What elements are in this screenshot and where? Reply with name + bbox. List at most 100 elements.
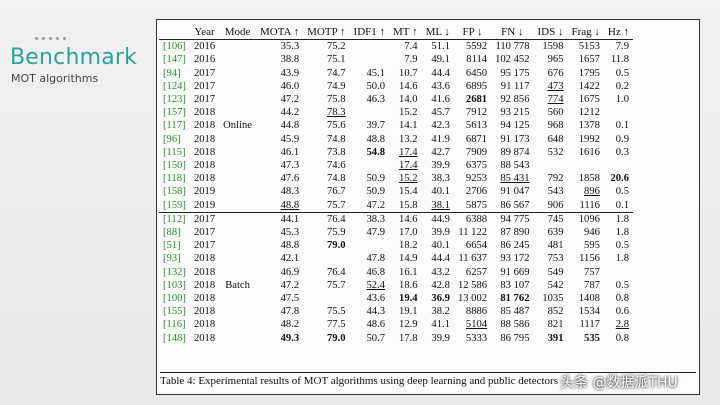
mode-cell xyxy=(219,266,256,279)
column-header: FN ↓ xyxy=(501,26,524,38)
table-row: [117] 2018 Online 44.8 75.6 39.7 14.1 42.3 5613 9… xyxy=(159,119,633,132)
value-cell: 46.0 xyxy=(280,80,300,92)
value-cell: 45.1 xyxy=(366,67,386,79)
value-cell: 19.1 xyxy=(399,306,418,318)
value-cell: 51.1 xyxy=(431,41,450,53)
value-cell: 95 175 xyxy=(500,67,530,79)
column-header: FP ↓ xyxy=(462,26,483,38)
table-row: [147] 2016 38.8 75.1 7.9 49.1 8114 102 452 965 16… xyxy=(159,53,633,66)
table-row: [116] 2018 48.2 77.5 48.6 12.9 41.1 5104 88 586 8… xyxy=(159,318,633,331)
value-cell: 45.7 xyxy=(431,107,450,119)
table-row: [123] 2017 47.2 75.8 46.3 14.0 41.6 2681 92 856 7… xyxy=(159,93,633,106)
value-cell: 42.1 xyxy=(280,253,300,265)
column-header: Hz ↑ xyxy=(607,26,629,38)
value-cell: 74.9 xyxy=(327,80,346,92)
value-cell: 86 245 xyxy=(500,240,530,252)
value-cell: 44.1 xyxy=(280,213,300,225)
citation-cell: [147] xyxy=(163,54,186,66)
results-table: Year Mode MOTA ↑ MOTP ↑ IDF1 ↑ MT ↑ ML ↓ FP ↓ FN… xyxy=(159,26,633,345)
citation-cell: [116] xyxy=(163,319,186,331)
value-cell: 2017 xyxy=(193,227,216,239)
value-cell: 50.0 xyxy=(366,80,386,92)
value-cell: 79.0 xyxy=(327,332,346,344)
table-row: [132] 2018 46.9 76.4 46.8 16.1 43.2 6257 91 669 5… xyxy=(159,266,633,279)
value-cell: 1422 xyxy=(578,80,600,92)
value-cell: 5104 xyxy=(465,319,488,331)
value-cell xyxy=(350,40,389,54)
value-cell: 40.1 xyxy=(431,240,450,252)
value-cell: 50.9 xyxy=(366,173,386,185)
value-cell: 5592 xyxy=(465,41,488,53)
value-cell: 14.6 xyxy=(399,80,418,92)
value-cell: 2018 xyxy=(193,332,216,344)
value-cell: 0.6 xyxy=(615,306,629,318)
value-cell: 49.3 xyxy=(280,332,300,344)
citation-cell: [93] xyxy=(163,253,181,265)
value-cell: 1.8 xyxy=(615,227,629,239)
value-cell: 47.6 xyxy=(280,173,300,185)
value-cell: 48.8 xyxy=(280,240,300,252)
value-cell: 2017 xyxy=(193,213,216,225)
table-row: [106] 2016 35.3 75.2 7.4 51.1 5592 110 778 1598 5… xyxy=(159,40,633,54)
citation-cell: [106] xyxy=(163,41,186,53)
value-cell: 47.5 xyxy=(280,293,300,305)
value-cell: 54.8 xyxy=(366,146,386,158)
value-cell: 48.8 xyxy=(366,133,386,145)
value-cell xyxy=(350,106,389,119)
value-cell: 15.4 xyxy=(399,186,418,198)
citation-cell: [132] xyxy=(163,266,186,278)
value-cell: 75.8 xyxy=(327,94,346,106)
value-cell: 543 xyxy=(547,186,564,198)
value-cell: 1096 xyxy=(578,213,600,225)
slide-title: Benchmark xyxy=(10,45,138,70)
citation-cell: [157] xyxy=(163,107,186,119)
value-cell: 78.3 xyxy=(327,107,346,119)
value-cell: 542 xyxy=(547,279,564,291)
value-cell: 48.8 xyxy=(280,199,300,211)
value-cell: 75.5 xyxy=(327,306,346,318)
slide-subtitle: MOT algorithms xyxy=(11,72,99,85)
value-cell: 38.1 xyxy=(431,199,450,211)
value-cell: 535 xyxy=(584,332,600,344)
citation-cell: [112] xyxy=(163,213,186,225)
table-row: [93] 2018 42.1 47.8 14.9 44.4 11 637 93 172 753 1… xyxy=(159,252,633,265)
value-cell: 94 775 xyxy=(500,213,530,225)
value-cell: 48.2 xyxy=(280,319,300,331)
table-panel: Year Mode MOTA ↑ MOTP ↑ IDF1 ↑ MT ↑ ML ↓ FP ↓ FN… xyxy=(156,19,700,395)
mode-cell xyxy=(219,93,256,106)
value-cell: 6450 xyxy=(465,67,488,79)
mode-cell: Batch xyxy=(225,279,250,291)
value-cell: 6895 xyxy=(465,80,488,92)
value-cell: 7912 xyxy=(465,107,488,119)
table-row: [150] 2018 47.3 74.6 17.4 39.9 6375 88 543 xyxy=(159,159,633,172)
citation-cell: [123] xyxy=(163,94,186,106)
value-cell: 44.9 xyxy=(431,213,450,225)
value-cell: 12 586 xyxy=(457,279,488,291)
value-cell: 81 762 xyxy=(500,293,530,305)
value-cell: 17.0 xyxy=(399,227,418,239)
value-cell: 14.1 xyxy=(399,120,418,132)
mode-cell xyxy=(219,318,256,331)
value-cell: 787 xyxy=(584,279,600,291)
value-cell: 47.2 xyxy=(366,199,386,211)
value-cell: 87 890 xyxy=(500,227,530,239)
value-cell: 0.1 xyxy=(615,120,629,132)
value-cell: 15.2 xyxy=(399,173,418,185)
table-row: [158] 2019 48.3 76.7 50.9 15.4 40.1 2706 91 047 5… xyxy=(159,185,633,198)
value-cell: 38.2 xyxy=(431,306,450,318)
value-cell: 6257 xyxy=(465,266,488,278)
value-cell: 1035 xyxy=(542,293,564,305)
value-cell: 85 431 xyxy=(500,173,530,185)
citation-cell: [124] xyxy=(163,80,186,92)
value-cell: 41.6 xyxy=(431,94,450,106)
mode-cell xyxy=(219,212,256,226)
value-cell: 13.2 xyxy=(399,133,418,145)
value-cell: 13 002 xyxy=(457,293,488,305)
value-cell: 1408 xyxy=(578,293,600,305)
value-cell: 20.6 xyxy=(610,173,629,185)
value-cell: 39.9 xyxy=(431,160,450,172)
value-cell: 0.2 xyxy=(615,80,629,92)
value-cell: 2019 xyxy=(193,199,216,211)
value-cell: 10.7 xyxy=(399,67,418,79)
value-cell: 648 xyxy=(547,133,564,145)
